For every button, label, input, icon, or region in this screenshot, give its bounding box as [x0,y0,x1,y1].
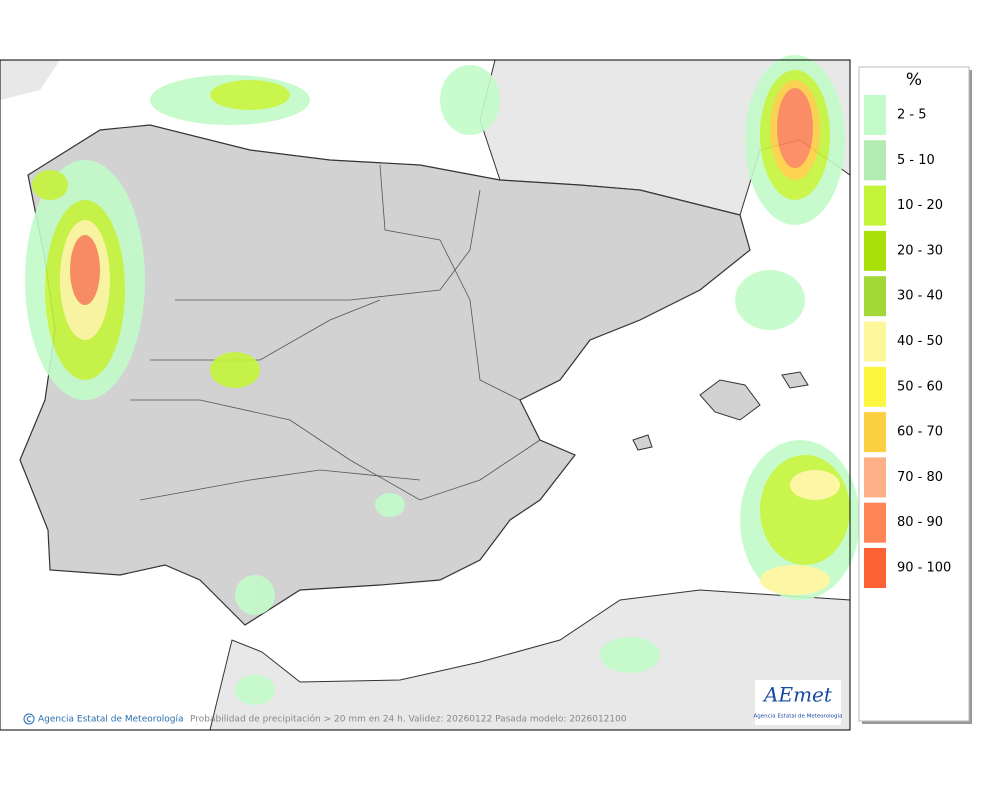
credit: Agencia Estatal de Meteorología Probabil… [23,713,627,725]
caption: Probabilidad de precipitación > 20 mm en… [190,714,627,725]
logo-subtitle: Agencia Estatal de Meteorología [754,713,843,720]
legend-label: 80 - 90 [897,515,943,530]
legend-label: 50 - 60 [897,379,943,394]
precipitation [25,55,860,705]
legend-swatch [864,276,886,317]
legend-label: 2 - 5 [897,108,927,123]
map [0,55,860,731]
credit-text: Agencia Estatal de Meteorología [38,715,184,725]
legend-label: 90 - 100 [897,561,951,576]
logo: AEmet Agencia Estatal de Meteorología [754,680,843,725]
ibiza [632,434,653,451]
logo-name: AEmet [762,683,833,707]
legend: % 2 - 5 5 - 10 10 - 20 20 - 30 30 - 40 40 - 5… [858,66,972,724]
region-borders [130,164,541,501]
legend-swatch [864,321,886,362]
legend-swatch [864,457,886,498]
legend-swatch [864,502,886,543]
land-nw [0,60,60,100]
menorca [781,371,809,389]
copyright-icon [23,713,35,725]
iberia [19,124,751,626]
legend-label: 40 - 50 [897,334,943,349]
legend-swatch [864,230,886,271]
copyright-icon-c [26,716,32,722]
legend-swatch [864,548,886,588]
legend-label: 10 - 20 [897,198,943,213]
logo-box [755,680,841,725]
legend-swatch [864,95,886,135]
legend-swatch [864,185,886,226]
map-frame [0,59,851,731]
legend-label: 20 - 30 [897,243,943,258]
legend-label: 5 - 10 [897,153,935,168]
mallorca [699,379,761,421]
legend-label: 30 - 40 [897,289,943,304]
legend-swatch [864,140,886,181]
legend-label: 60 - 70 [897,425,943,440]
legend-title: % [906,70,922,90]
legend-swatch [864,366,886,407]
legend-label: 70 - 80 [897,470,943,485]
legend-swatch [864,412,886,453]
